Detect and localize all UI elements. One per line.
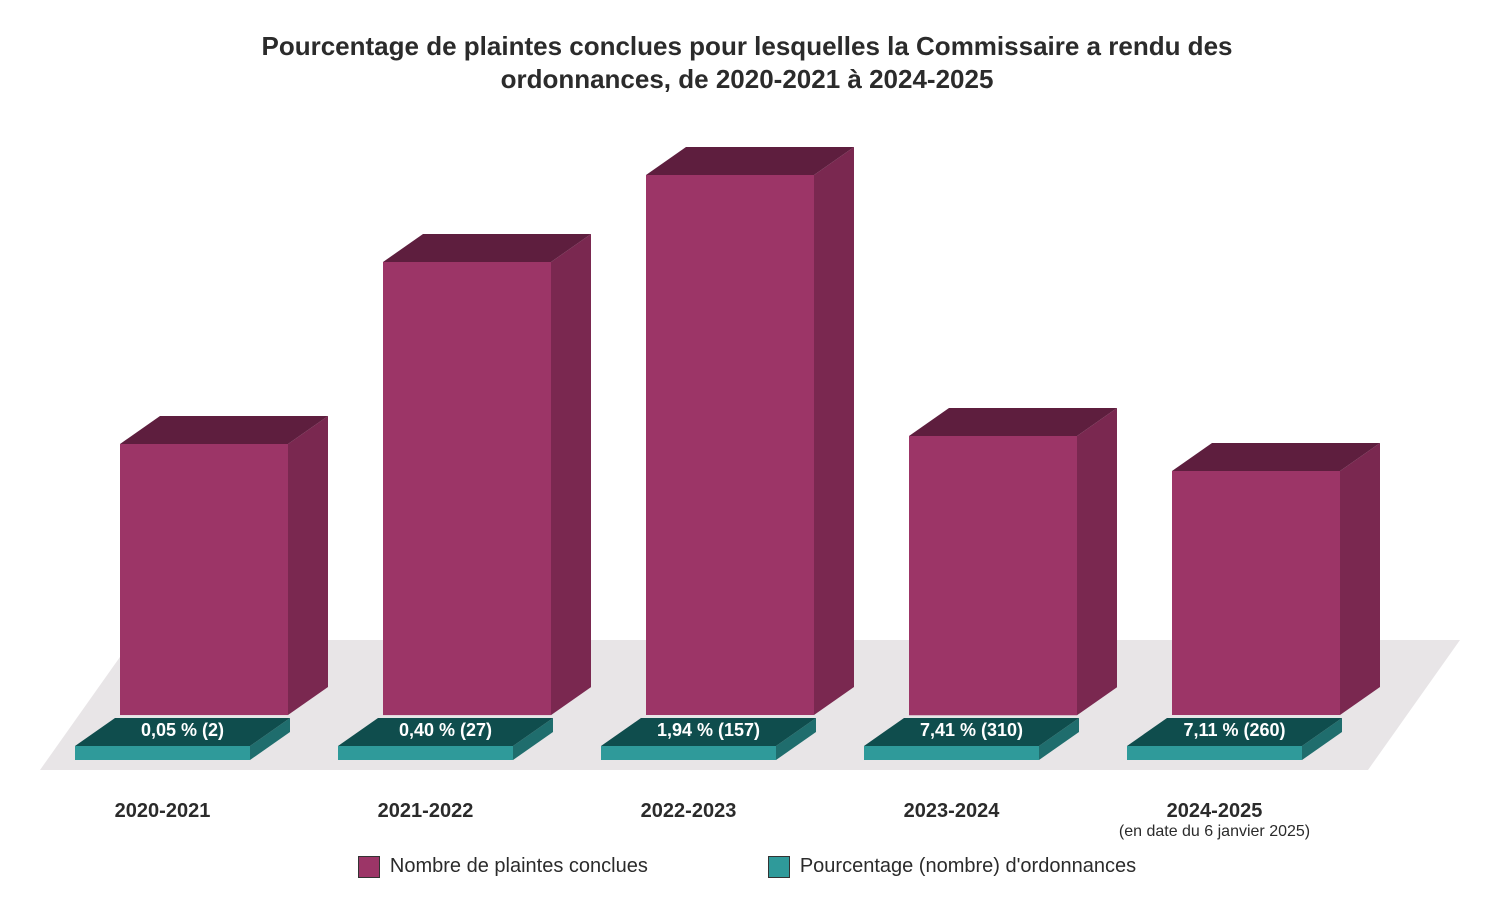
legend-swatch-series1 [358, 856, 380, 878]
bar-3d [120, 416, 330, 717]
bar-3d [1172, 443, 1382, 717]
bar-value-label: 8089 [650, 113, 850, 140]
x-axis-label: 2022-2023 [559, 800, 819, 823]
x-axis-label: 2023-2024 [822, 800, 1082, 823]
bar-3d [646, 147, 856, 717]
x-axis-label: 2024-2025(en date du 6 janvier 2025) [1085, 800, 1345, 841]
x-axis-label: 2021-2022 [296, 800, 556, 823]
bar-value-label: 4060 [124, 382, 324, 409]
flat-bar-label: 1,94 % (157) [599, 720, 819, 741]
x-axis-label: 2020-2021 [33, 800, 293, 823]
legend-item-series1: Nombre de plaintes conclues [358, 855, 648, 878]
chart-legend: Nombre de plaintes conclues Pourcentage … [0, 855, 1494, 878]
bar-value-label: 4183 [913, 374, 1113, 401]
bar-3d [909, 408, 1119, 717]
flat-bar-label: 7,41 % (310) [862, 720, 1082, 741]
bar-value-label: 3655 [1176, 409, 1376, 436]
complaints-chart: Pourcentage de plaintes conclues pour le… [0, 0, 1494, 906]
chart-title: Pourcentage de plaintes conclues pour le… [0, 30, 1494, 95]
legend-label-series1: Nombre de plaintes conclues [390, 855, 648, 878]
legend-swatch-series2 [768, 856, 790, 878]
legend-item-series2: Pourcentage (nombre) d'ordonnances [768, 855, 1136, 878]
flat-bar-label: 0,40 % (27) [336, 720, 556, 741]
flat-bar-label: 0,05 % (2) [73, 720, 293, 741]
bar-value-label: 6787 [387, 200, 587, 227]
x-axis-sublabel: (en date du 6 janvier 2025) [1085, 823, 1345, 841]
legend-label-series2: Pourcentage (nombre) d'ordonnances [800, 855, 1136, 878]
flat-bar-label: 7,11 % (260) [1125, 720, 1345, 741]
bar-3d [383, 234, 593, 717]
